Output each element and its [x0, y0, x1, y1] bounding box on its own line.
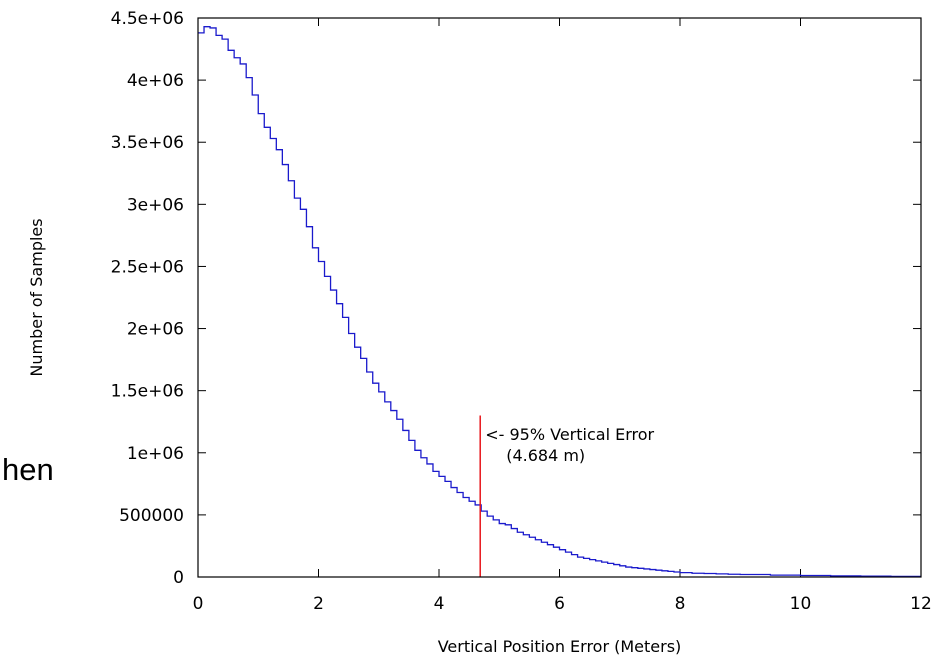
x-tick-label: 2	[313, 594, 324, 614]
x-tick-label: 8	[675, 594, 686, 614]
plot-frame	[197, 17, 922, 578]
x-tick-label: 10	[790, 594, 812, 614]
y-axis-label: Number of Samples	[27, 218, 46, 376]
x-tick-label: 0	[193, 594, 204, 614]
histogram-series-line	[198, 26, 921, 578]
x-tick-label: 12	[910, 594, 932, 614]
background-text-fragment: hen	[2, 452, 54, 487]
y-tick-label: 3.5e+06	[111, 133, 184, 153]
y-tick-label: 3e+06	[127, 195, 184, 215]
x-axis-label: Vertical Position Error (Meters)	[438, 637, 682, 656]
y-tick-label: 4e+06	[127, 71, 184, 91]
annotation-label-line2: (4.684 m)	[506, 446, 585, 465]
x-tick-label: 6	[554, 594, 565, 614]
x-tick-label: 4	[434, 594, 445, 614]
y-tick-label: 0	[173, 568, 184, 588]
annotation-label-line1: <- 95% Vertical Error	[485, 425, 654, 444]
y-tick-label: 2.5e+06	[111, 257, 184, 277]
y-tick-label: 1.5e+06	[111, 382, 184, 402]
y-tick-label: 4.5e+06	[111, 9, 184, 29]
ticks-layer: 0 2 4 6 8 10 12 0 500000 1e+06 1.5e+06 2e+06 2.5e+06…	[111, 9, 932, 614]
y-tick-label: 1e+06	[127, 444, 184, 464]
y-tick-label: 500000	[119, 506, 184, 526]
y-tick-label: 2e+06	[127, 320, 184, 340]
